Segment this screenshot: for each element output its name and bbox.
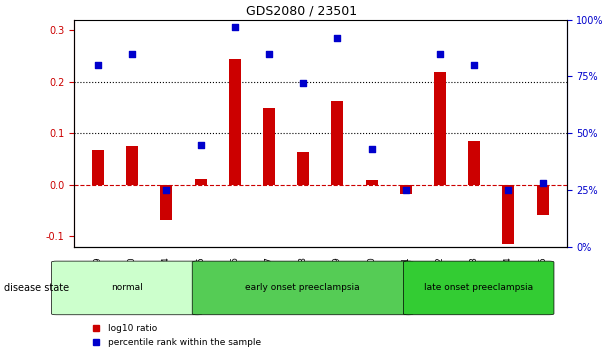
Point: [162, 187, 171, 193]
Text: late onset preeclampsia: late onset preeclampsia: [424, 284, 533, 292]
Point: [196, 142, 206, 147]
Point: [401, 187, 410, 193]
FancyBboxPatch shape: [52, 261, 202, 315]
Text: GDS2080 / 23501: GDS2080 / 23501: [246, 4, 358, 17]
Bar: [502, 185, 514, 244]
Bar: [229, 59, 241, 185]
Point: [435, 51, 445, 57]
Bar: [434, 72, 446, 185]
Bar: [537, 185, 548, 215]
Point: [538, 180, 548, 186]
Bar: [92, 150, 104, 185]
Point: [93, 62, 103, 68]
FancyBboxPatch shape: [192, 261, 413, 315]
Point: [367, 146, 376, 152]
Bar: [195, 178, 207, 185]
Point: [230, 24, 240, 29]
Point: [299, 80, 308, 86]
Bar: [161, 185, 172, 220]
Point: [469, 62, 479, 68]
Bar: [400, 185, 412, 194]
Bar: [468, 141, 480, 185]
Point: [503, 187, 513, 193]
Bar: [297, 152, 309, 185]
Point: [127, 51, 137, 57]
Text: normal: normal: [111, 284, 143, 292]
Text: early onset preeclampsia: early onset preeclampsia: [246, 284, 360, 292]
Point: [264, 51, 274, 57]
Bar: [331, 101, 344, 185]
Point: [333, 35, 342, 41]
Bar: [365, 179, 378, 185]
Text: disease state: disease state: [4, 283, 69, 293]
Bar: [126, 146, 138, 185]
Legend: log10 ratio, percentile rank within the sample: log10 ratio, percentile rank within the …: [88, 321, 265, 350]
Bar: [263, 108, 275, 185]
FancyBboxPatch shape: [403, 261, 554, 315]
